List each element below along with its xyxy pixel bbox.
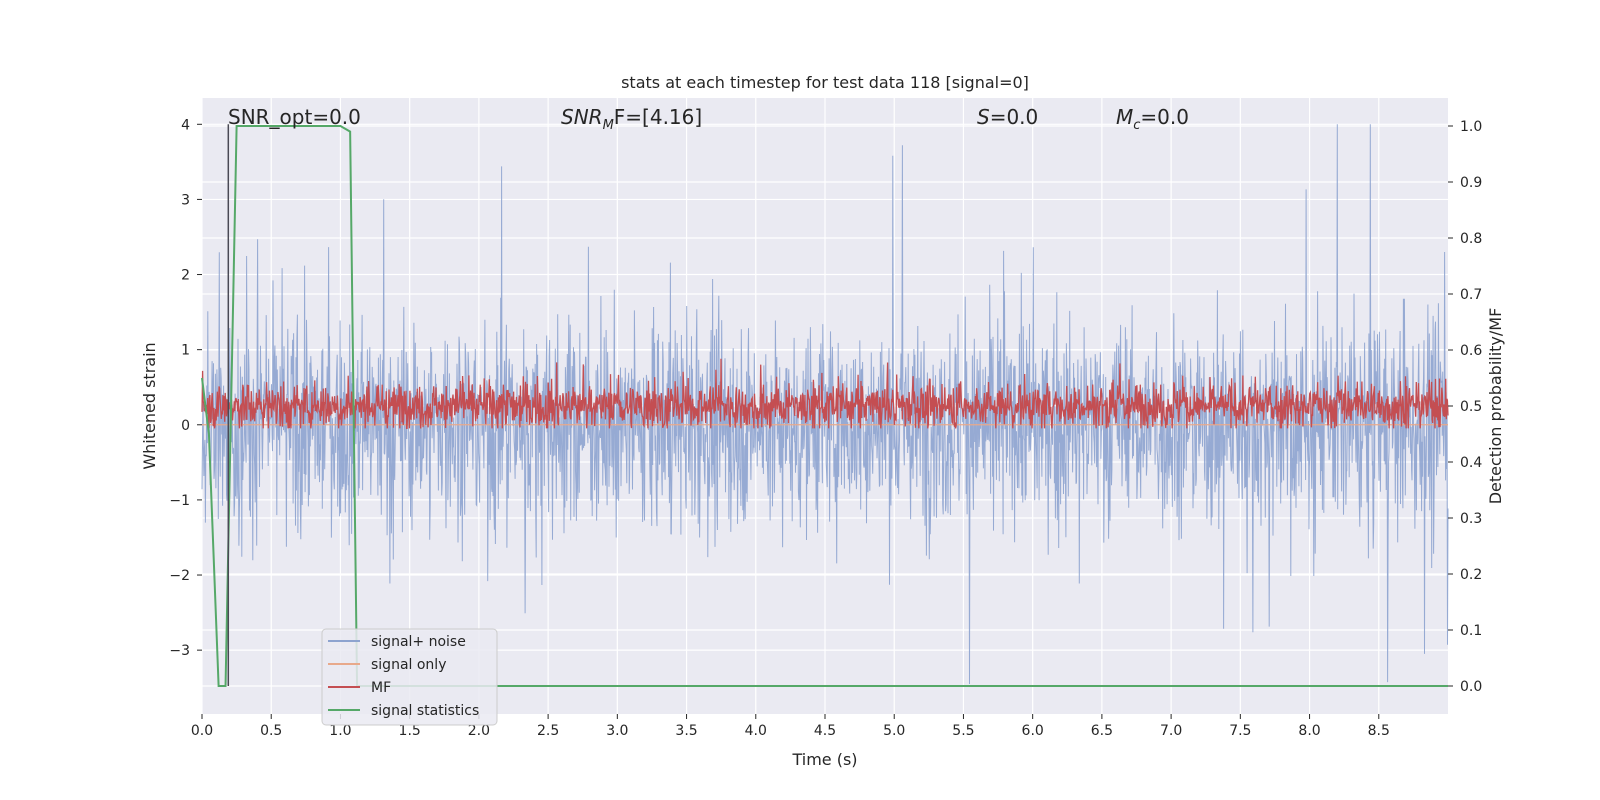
y-right-tick-label: 0.3: [1460, 511, 1482, 527]
y-left-tick-label: 4: [181, 117, 190, 133]
x-tick-label: 2.5: [537, 723, 559, 739]
x-tick-label: 5.0: [883, 723, 905, 739]
y-right-tick-label: 0.1: [1460, 623, 1482, 639]
y-right-tick-label: 0.8: [1460, 231, 1482, 247]
legend-label-signal-only: signal only: [371, 657, 446, 673]
tick-labels: 0.0 0.5 1.0 1.5 2.0 2.5 3.0 3.5 4.0 4.5 5.0 5.5 6.0 6…: [169, 117, 1482, 739]
series-mf: [201, 358, 1449, 430]
x-tick-label: 6.5: [1091, 723, 1113, 739]
y-right-tick-label: 0.4: [1460, 455, 1482, 471]
annotations: SNR_opt=0.0 SNRMF=[4.16] S=0.0 Mc=0.0: [228, 105, 1189, 133]
x-tick-label: 6.0: [1022, 723, 1044, 739]
series-signal-noise-line: [201, 124, 1449, 685]
annotation-snr-mf: SNRMF=[4.16]: [561, 105, 702, 133]
x-tick-label: 5.5: [952, 723, 974, 739]
x-tick-label: 0.0: [191, 723, 213, 739]
x-tick-label: 3.0: [606, 723, 628, 739]
x-tick-label: 2.0: [468, 723, 490, 739]
annotation-mc: Mc=0.0: [1116, 105, 1189, 133]
x-tick-label: 1.0: [329, 723, 351, 739]
y-right-tick-label: 0.0: [1460, 679, 1482, 695]
y-axis-label-right: Detection probability/MF: [1486, 308, 1505, 505]
x-tick-label: 4.0: [745, 723, 767, 739]
x-tick-label: 8.5: [1368, 723, 1390, 739]
x-tick-label: 1.5: [399, 723, 421, 739]
y-left-tick-label: 3: [181, 192, 190, 208]
annotation-snr-opt: SNR_opt=0.0: [228, 105, 361, 129]
legend: signal+ noise signal only MF signal stat…: [321, 628, 498, 726]
y-left-tick-label: 0: [181, 418, 190, 434]
legend-label-signal-statistics: signal statistics: [371, 703, 479, 719]
y-axis-label-left: Whitened strain: [140, 342, 159, 469]
y-left-tick-label: −3: [169, 643, 190, 659]
series-mf-line: [201, 358, 1449, 430]
legend-box: [321, 628, 498, 726]
y-right-tick-label: 0.9: [1460, 175, 1482, 191]
y-left-tick-label: −1: [169, 493, 190, 509]
y-left-tick-label: 1: [181, 343, 190, 359]
y-right-tick-label: 1.0: [1460, 119, 1482, 135]
x-tick-label: 0.5: [260, 723, 282, 739]
x-tick-label: 7.5: [1229, 723, 1251, 739]
y-right-tick-label: 0.7: [1460, 287, 1482, 303]
y-left-tick-label: −2: [169, 568, 190, 584]
chart-title: stats at each timestep for test data 118…: [621, 73, 1029, 92]
y-left-tick-label: 2: [181, 268, 190, 284]
x-tick-label: 3.5: [675, 723, 697, 739]
x-tick-label: 7.0: [1160, 723, 1182, 739]
y-right-tick-label: 0.5: [1460, 399, 1482, 415]
x-tick-label: 4.5: [814, 723, 836, 739]
x-axis-label: Time (s): [791, 750, 857, 769]
x-tick-label: 8.0: [1298, 723, 1320, 739]
legend-label-mf: MF: [371, 680, 391, 696]
y-right-tick-label: 0.6: [1460, 343, 1482, 359]
y-right-tick-label: 0.2: [1460, 567, 1482, 583]
legend-label-signal-noise: signal+ noise: [371, 634, 466, 650]
annotation-s: S=0.0: [977, 105, 1038, 129]
